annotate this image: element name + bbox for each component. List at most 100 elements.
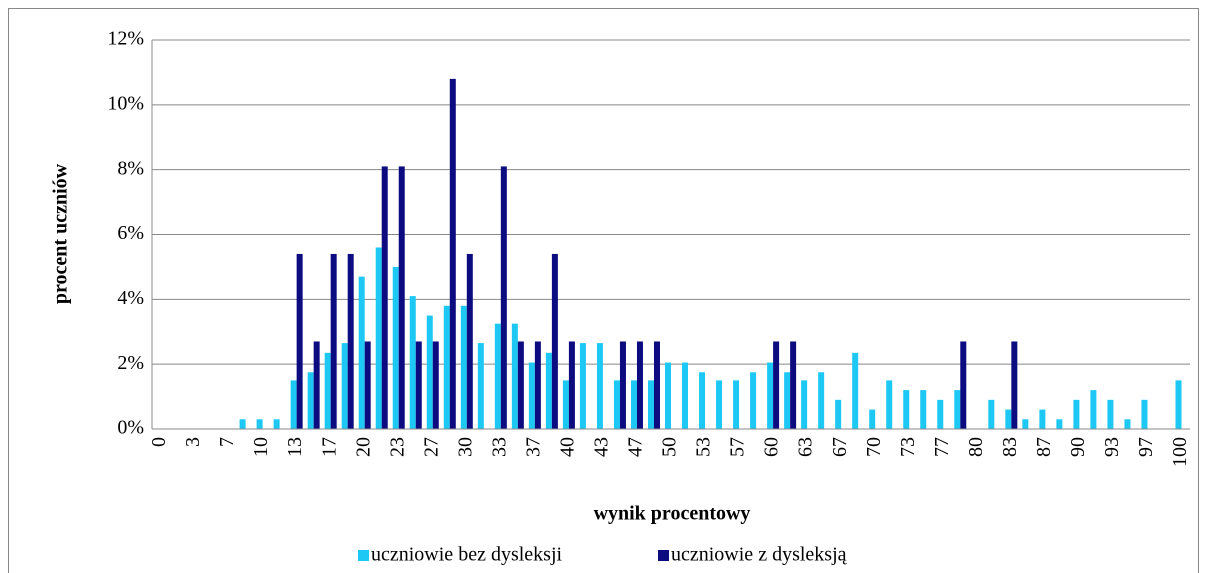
y-axis-title: procent uczniów xyxy=(50,163,72,304)
bar xyxy=(1005,409,1012,429)
bar xyxy=(551,253,558,429)
bar xyxy=(1039,409,1046,429)
y-tick-label: 6% xyxy=(117,222,144,244)
bar xyxy=(960,341,967,429)
x-tick-label: 97 xyxy=(1135,437,1157,457)
bar xyxy=(1141,399,1148,429)
x-tick-label: 53 xyxy=(693,437,715,457)
x-tick-label: 33 xyxy=(488,437,510,457)
x-tick-label: 3 xyxy=(182,437,204,447)
bar xyxy=(528,362,535,429)
x-tick-label: 70 xyxy=(863,437,885,457)
y-tick-label: 10% xyxy=(107,92,144,114)
bar xyxy=(801,380,808,429)
x-tick-label: 27 xyxy=(420,437,442,457)
bar xyxy=(324,352,331,429)
bar xyxy=(596,343,603,429)
x-tick-label: 17 xyxy=(318,437,340,457)
x-axis-title: wynik procentowy xyxy=(594,503,751,525)
x-tick-label: 83 xyxy=(999,437,1021,457)
bar xyxy=(818,372,825,429)
x-tick-label: 93 xyxy=(1101,437,1123,457)
x-tick-label: 13 xyxy=(284,437,306,457)
bar xyxy=(790,341,797,429)
bar xyxy=(920,390,927,429)
bar xyxy=(886,380,893,429)
y-tick-label: 4% xyxy=(117,287,144,309)
bar xyxy=(619,341,626,429)
bar xyxy=(415,341,422,429)
x-tick-label: 73 xyxy=(897,437,919,457)
bar xyxy=(358,276,365,429)
x-tick-label: 7 xyxy=(216,437,238,447)
bar xyxy=(903,390,910,429)
bar xyxy=(545,352,552,429)
bar xyxy=(568,341,575,429)
legend-label: uczniowie z dysleksją xyxy=(671,544,848,566)
bar xyxy=(750,372,757,429)
bar xyxy=(682,362,689,429)
bar xyxy=(398,166,405,430)
bar xyxy=(466,253,473,429)
bar xyxy=(1056,419,1063,429)
bar xyxy=(375,247,382,429)
bar xyxy=(852,352,859,429)
bar xyxy=(534,341,541,429)
bar xyxy=(296,253,303,429)
bar xyxy=(239,419,246,429)
bar xyxy=(716,380,723,429)
bar xyxy=(256,419,263,429)
bar xyxy=(579,343,586,429)
x-tick-label: 90 xyxy=(1067,437,1089,457)
bar xyxy=(630,380,637,429)
bar xyxy=(869,409,876,429)
bar xyxy=(307,372,314,429)
bar xyxy=(290,380,297,429)
bar xyxy=(1124,419,1131,429)
bar xyxy=(773,341,780,429)
bar xyxy=(381,166,388,430)
bar xyxy=(460,305,467,429)
bar xyxy=(988,399,995,429)
bar xyxy=(1073,399,1080,429)
y-tick-label: 12% xyxy=(107,28,144,50)
bar xyxy=(954,390,961,429)
x-tick-label: 23 xyxy=(386,437,408,457)
legend-swatch xyxy=(658,550,669,561)
bar xyxy=(636,341,643,429)
chart-border xyxy=(8,8,1199,573)
x-tick-label: 63 xyxy=(795,437,817,457)
bar xyxy=(1022,419,1029,429)
x-tick-label: 57 xyxy=(727,437,749,457)
bar xyxy=(647,380,654,429)
bar xyxy=(432,341,439,429)
x-tick-label: 40 xyxy=(556,437,578,457)
legend-label: uczniowie bez dysleksji xyxy=(371,544,562,566)
x-tick-label: 60 xyxy=(761,437,783,457)
x-tick-label: 77 xyxy=(931,437,953,457)
x-tick-label: 47 xyxy=(625,437,647,457)
x-tick-label: 37 xyxy=(522,437,544,457)
bar xyxy=(665,362,671,429)
legend-swatch xyxy=(358,550,369,561)
bar xyxy=(511,323,518,429)
bar xyxy=(1011,341,1018,429)
bar xyxy=(613,380,620,429)
bar xyxy=(517,341,524,429)
bar xyxy=(392,266,399,429)
bar xyxy=(500,166,507,430)
y-tick-label: 2% xyxy=(117,352,144,374)
x-tick-label: 67 xyxy=(829,437,851,457)
x-tick-label: 100 xyxy=(1169,437,1191,467)
bar xyxy=(494,323,501,429)
bar xyxy=(443,305,450,429)
bar xyxy=(1175,380,1182,429)
x-tick-label: 30 xyxy=(454,437,476,457)
bar xyxy=(767,362,774,429)
bar xyxy=(1107,399,1114,429)
bar xyxy=(313,341,320,429)
bar xyxy=(937,399,944,429)
bar xyxy=(699,372,706,429)
bar xyxy=(1090,390,1097,429)
